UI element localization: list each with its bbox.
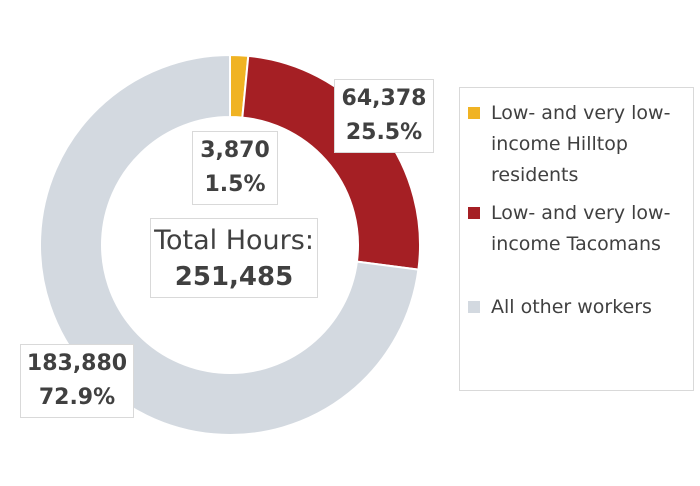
data-label-other-workers-percent: 72.9%: [38, 385, 116, 410]
legend-item-hilltop: Low- and very low-income Hilltop residen…: [468, 98, 690, 191]
data-label-tacomans-value: 64,378: [341, 86, 427, 111]
legend-swatch-hilltop: [468, 107, 480, 119]
legend-label-other-workers: All other workers: [491, 296, 652, 318]
total-hours-title: Total Hours:: [154, 225, 314, 256]
data-label-tacomans: 64,378 25.5%: [334, 79, 434, 153]
donut-slices: [39, 53, 421, 436]
data-label-hilltop-value: 3,870: [200, 138, 270, 163]
total-hours-label: Total Hours: 251,485: [150, 218, 318, 298]
legend-swatch-tacomans: [468, 207, 480, 219]
data-label-other-workers: 183,880 72.9%: [20, 344, 134, 418]
data-label-other-workers-value: 183,880: [26, 351, 128, 376]
data-label-tacomans-percent: 25.5%: [345, 120, 423, 145]
total-hours-value: 251,485: [174, 262, 294, 292]
legend-label-tacomans: Low- and very low-income Tacomans: [491, 202, 671, 255]
legend-swatch-other-workers: [468, 301, 480, 313]
data-label-hilltop-percent: 1.5%: [204, 172, 266, 197]
data-label-hilltop: 3,870 1.5%: [192, 131, 278, 205]
legend-item-other-workers: All other workers: [468, 292, 690, 323]
legend-label-hilltop: Low- and very low-income Hilltop residen…: [491, 102, 671, 186]
slice-other-workers: [39, 53, 420, 436]
chart-legend: Low- and very low-income Hilltop residen…: [459, 87, 694, 391]
legend-item-tacomans: Low- and very low-income Tacomans: [468, 198, 690, 260]
